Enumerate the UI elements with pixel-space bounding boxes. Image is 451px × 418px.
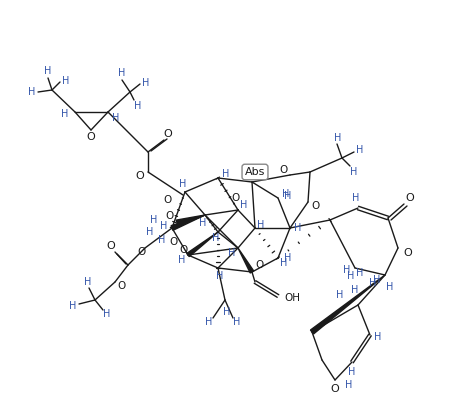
Text: H: H <box>352 193 360 203</box>
Text: H: H <box>347 271 354 281</box>
Text: O: O <box>312 201 320 211</box>
Text: H: H <box>284 253 292 263</box>
Polygon shape <box>187 232 218 257</box>
Text: H: H <box>158 235 166 245</box>
Text: H: H <box>69 301 77 311</box>
Text: H: H <box>373 275 381 285</box>
Text: OH: OH <box>284 293 300 303</box>
Text: H: H <box>295 223 302 233</box>
Text: H: H <box>84 277 92 287</box>
Text: H: H <box>387 282 394 292</box>
Text: H: H <box>258 220 265 230</box>
Polygon shape <box>171 215 205 230</box>
Text: Abs: Abs <box>245 167 265 177</box>
Text: H: H <box>134 101 142 111</box>
Text: H: H <box>351 285 359 295</box>
Text: O: O <box>331 384 339 394</box>
Text: O: O <box>256 260 264 270</box>
Text: O: O <box>106 241 115 251</box>
Polygon shape <box>238 248 254 273</box>
Polygon shape <box>176 215 205 226</box>
Text: H: H <box>112 113 120 123</box>
Text: H: H <box>179 179 187 189</box>
Text: H: H <box>62 76 70 86</box>
Text: H: H <box>343 265 351 275</box>
Text: H: H <box>212 233 220 243</box>
Text: H: H <box>374 332 382 342</box>
Text: H: H <box>28 87 36 97</box>
Text: H: H <box>356 145 364 155</box>
Text: H: H <box>345 380 353 390</box>
Text: O: O <box>117 281 125 291</box>
Text: H: H <box>284 191 292 201</box>
Text: H: H <box>350 167 358 177</box>
Text: H: H <box>282 189 290 199</box>
Text: H: H <box>160 221 168 231</box>
Text: H: H <box>369 278 377 288</box>
Text: O: O <box>404 248 412 258</box>
Text: O: O <box>179 245 187 255</box>
Text: H: H <box>348 367 356 377</box>
Text: H: H <box>118 68 126 78</box>
Text: O: O <box>280 165 288 175</box>
Text: H: H <box>146 227 154 237</box>
Text: O: O <box>163 195 171 205</box>
Text: H: H <box>252 169 260 179</box>
Text: H: H <box>103 309 110 319</box>
Polygon shape <box>310 275 385 334</box>
Text: H: H <box>150 215 158 225</box>
Text: H: H <box>240 200 248 210</box>
Text: H: H <box>233 317 241 327</box>
Text: H: H <box>334 133 342 143</box>
Text: O: O <box>137 247 145 257</box>
Text: H: H <box>61 109 69 119</box>
Text: H: H <box>223 307 231 317</box>
Text: H: H <box>143 78 150 88</box>
Text: H: H <box>178 255 186 265</box>
Text: O: O <box>405 193 414 203</box>
Text: H: H <box>281 258 288 268</box>
Text: H: H <box>222 169 230 179</box>
Text: H: H <box>228 248 236 258</box>
Text: H: H <box>336 290 344 300</box>
Text: H: H <box>44 66 52 76</box>
Text: O: O <box>87 132 95 142</box>
Text: O: O <box>136 171 144 181</box>
Text: H: H <box>205 317 213 327</box>
Text: H: H <box>356 268 364 278</box>
Text: O: O <box>166 211 174 221</box>
Text: H: H <box>199 218 207 228</box>
Text: H: H <box>216 271 224 281</box>
Text: O: O <box>170 237 178 247</box>
Text: O: O <box>231 193 239 203</box>
Text: O: O <box>164 129 172 139</box>
